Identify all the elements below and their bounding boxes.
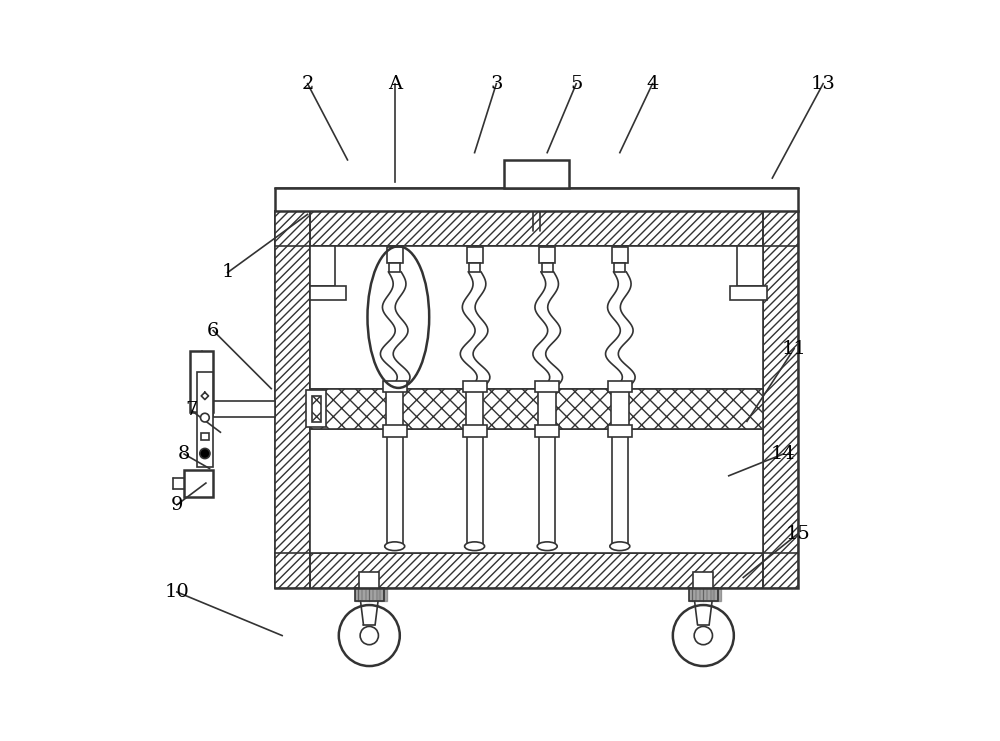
Bar	[403, 388, 466, 428]
Circle shape	[360, 626, 378, 645]
Bar	[387, 247, 403, 263]
Bar	[383, 381, 407, 392]
Bar	[463, 425, 487, 436]
Text: 10: 10	[164, 583, 189, 601]
Ellipse shape	[385, 542, 405, 551]
Circle shape	[694, 626, 712, 645]
Bar	[197, 372, 213, 467]
Bar	[539, 428, 555, 546]
Bar	[310, 285, 346, 300]
Bar	[383, 425, 407, 436]
Text: 5: 5	[570, 75, 582, 93]
Bar	[190, 350, 213, 412]
Text: 13: 13	[811, 75, 836, 93]
Circle shape	[673, 605, 734, 666]
Ellipse shape	[610, 542, 630, 551]
Bar	[387, 428, 403, 546]
Bar	[310, 245, 335, 285]
Text: 8: 8	[178, 445, 190, 463]
Bar	[213, 401, 275, 416]
Bar	[201, 433, 209, 440]
Ellipse shape	[465, 542, 485, 551]
Bar	[614, 263, 625, 272]
Text: 9: 9	[171, 496, 183, 514]
Bar	[359, 572, 379, 588]
Bar	[389, 263, 400, 272]
Text: 14: 14	[771, 445, 796, 463]
Bar	[467, 428, 483, 546]
Circle shape	[339, 605, 400, 666]
Text: 3: 3	[490, 75, 503, 93]
Bar	[467, 247, 483, 263]
Bar	[608, 425, 632, 436]
Bar	[689, 588, 718, 602]
Bar	[310, 245, 763, 554]
Text: 7: 7	[185, 402, 198, 419]
Bar	[612, 428, 628, 546]
Bar	[463, 381, 487, 392]
Text: 4: 4	[646, 75, 659, 93]
Bar	[275, 210, 798, 588]
Text: 11: 11	[782, 339, 806, 358]
Bar	[306, 391, 326, 427]
Bar	[310, 388, 763, 428]
Bar	[539, 247, 555, 263]
Circle shape	[201, 413, 209, 422]
Bar	[483, 388, 538, 428]
Ellipse shape	[537, 542, 557, 551]
Bar	[275, 210, 798, 245]
Circle shape	[200, 448, 210, 459]
Bar	[310, 388, 386, 428]
Bar	[275, 554, 798, 588]
Bar	[556, 388, 611, 428]
Text: 6: 6	[207, 322, 219, 339]
Bar	[355, 588, 384, 602]
Bar	[693, 572, 713, 588]
Bar	[608, 381, 632, 392]
Bar	[542, 263, 553, 272]
Bar	[184, 470, 213, 497]
Bar	[275, 187, 798, 210]
Text: A: A	[388, 75, 402, 93]
Bar	[612, 247, 628, 263]
Text: 15: 15	[785, 525, 810, 543]
Bar	[535, 425, 559, 436]
Bar	[730, 285, 767, 300]
Bar	[629, 388, 763, 428]
Bar	[737, 245, 763, 285]
Text: 2: 2	[301, 75, 314, 93]
Bar	[275, 210, 310, 588]
Bar	[535, 381, 559, 392]
Bar	[504, 160, 569, 187]
Bar	[469, 263, 480, 272]
Bar	[312, 396, 321, 422]
Text: 1: 1	[221, 264, 234, 282]
Bar	[763, 210, 798, 588]
